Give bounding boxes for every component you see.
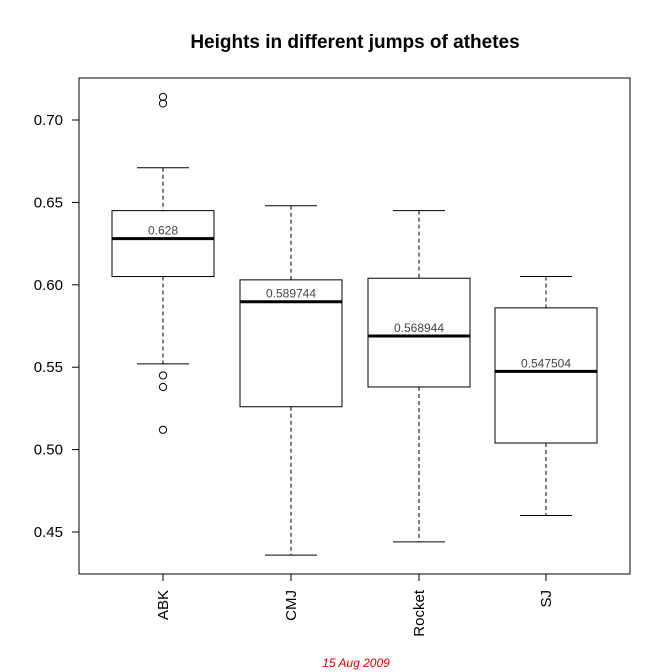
box-rocket: 0.568944: [367, 210, 471, 543]
box-iqr: [367, 277, 471, 388]
y-tick-label: 0.45: [34, 524, 63, 541]
median-label: 0.589744: [266, 287, 316, 301]
median-label: 0.547504: [521, 356, 571, 370]
box-abk: 0.628: [111, 92, 215, 434]
y-tick-label: 0.55: [34, 359, 63, 376]
x-tick-label: Rocket: [411, 589, 428, 637]
x-tick-label: ABK: [155, 590, 172, 620]
y-tick-label: 0.65: [34, 194, 63, 211]
plot-frame: [78, 77, 631, 575]
x-axis: ABK CMJ Rocket SJ: [155, 574, 555, 637]
outlier-point: [158, 92, 168, 102]
box-iqr: [494, 307, 598, 444]
x-tick-label: SJ: [538, 590, 555, 608]
x-tick-label: CMJ: [283, 590, 300, 621]
box-iqr: [111, 210, 215, 278]
y-axis: 0.45 0.50 0.55 0.60 0.65 0.70: [34, 112, 79, 541]
y-tick-label: 0.50: [34, 442, 63, 459]
outlier-point: [158, 99, 168, 108]
chart-title: Heights in different jumps of athetes: [190, 32, 519, 53]
median-label: 0.628: [148, 224, 178, 238]
outlier-point: [158, 371, 168, 380]
box-sj: 0.547504: [494, 276, 598, 517]
y-tick-label: 0.70: [34, 112, 63, 129]
outlier-point: [158, 382, 168, 392]
median-label: 0.568944: [394, 321, 444, 335]
outlier-point: [158, 425, 168, 434]
y-tick-label: 0.60: [34, 277, 63, 294]
footer-date: 15 Aug 2009: [322, 656, 390, 670]
box-cmj: 0.589744: [239, 205, 343, 556]
boxes-group: 0.628 0.589744 0.568944 0.547504: [111, 92, 598, 556]
